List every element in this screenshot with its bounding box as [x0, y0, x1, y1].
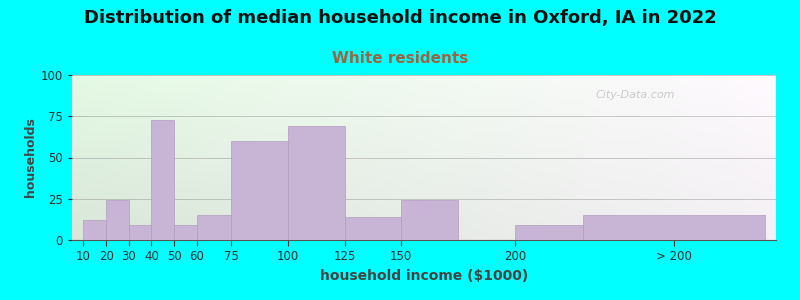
Text: White residents: White residents — [332, 51, 468, 66]
Text: City-Data.com: City-Data.com — [595, 90, 675, 100]
Bar — [174, 225, 197, 240]
Bar — [197, 215, 231, 240]
Bar — [151, 119, 174, 240]
Text: Distribution of median household income in Oxford, IA in 2022: Distribution of median household income … — [84, 9, 716, 27]
Bar — [402, 200, 458, 240]
Bar — [231, 141, 288, 240]
Bar — [583, 215, 765, 240]
Y-axis label: households: households — [23, 118, 37, 197]
Bar — [515, 225, 583, 240]
X-axis label: household income ($1000): household income ($1000) — [320, 269, 528, 283]
Bar — [106, 200, 129, 240]
Bar — [345, 217, 402, 240]
Bar — [288, 126, 345, 240]
Bar — [129, 225, 151, 240]
Bar — [83, 220, 106, 240]
